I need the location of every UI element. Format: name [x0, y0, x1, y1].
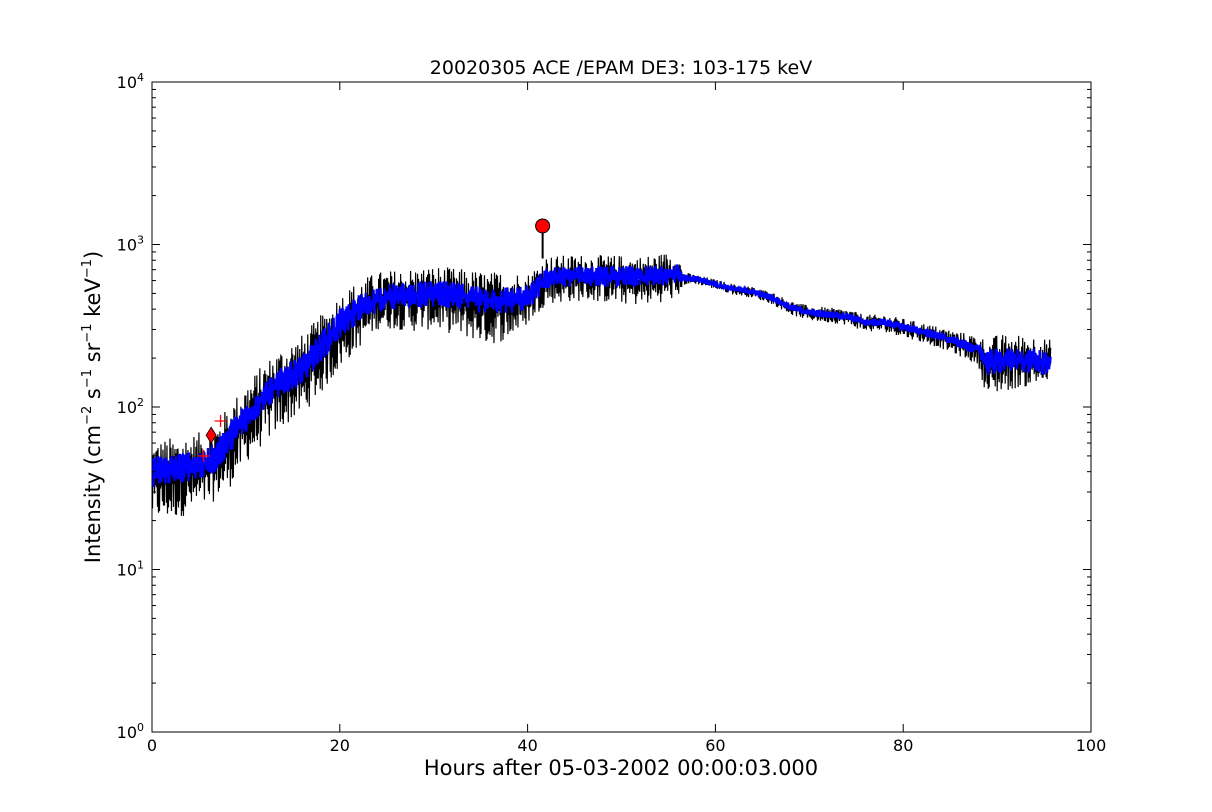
y-axis-title-suffix: ) [81, 251, 105, 259]
y-axis-title-part3: sr [81, 342, 105, 369]
x-tick-label: 20 [330, 736, 350, 755]
x-axis-title: Hours after 05-03-2002 00:00:03.000 [424, 756, 818, 780]
x-tick-label: 0 [147, 736, 157, 755]
y-axis-title: Intensity (cm−2 s−1 sr−1 keV−1) [80, 251, 105, 563]
chart-title: 20020305 ACE /EPAM DE3: 103-175 keV [430, 57, 812, 79]
marker-layer [197, 218, 551, 462]
y-axis-title-sup2: −1 [80, 369, 95, 388]
y-axis-title-part2: s [81, 388, 105, 406]
y-axis-title-sup1: −2 [80, 406, 95, 425]
peak-circle-marker [535, 218, 551, 234]
y-tick-label: 101 [117, 559, 144, 580]
y-tick-label: 103 [117, 234, 144, 255]
onset-diamond-marker [205, 426, 217, 445]
y-axis-title-part4: keV [81, 278, 105, 324]
y-tick-label: 102 [117, 396, 144, 417]
y-axis-title-sup3: −1 [80, 324, 95, 343]
x-tick-label: 40 [517, 736, 537, 755]
y-tick-label: 100 [117, 721, 144, 742]
series-line-blue [152, 264, 1052, 487]
series-layer [152, 254, 1052, 516]
x-tick-label: 80 [893, 736, 913, 755]
onset-plus-marker [197, 449, 210, 462]
y-tick-label: 104 [117, 71, 144, 92]
y-axis: 100 101 102 103 104 [117, 71, 1091, 742]
x-tick-label: 60 [705, 736, 725, 755]
y-axis-title-prefix: Intensity (cm [81, 425, 105, 563]
onset-plus-marker [214, 415, 227, 428]
y-axis-title-sup4: −1 [80, 259, 95, 278]
x-axis: 0 20 40 60 80 100 [147, 82, 1106, 755]
x-tick-label: 100 [1076, 736, 1107, 755]
